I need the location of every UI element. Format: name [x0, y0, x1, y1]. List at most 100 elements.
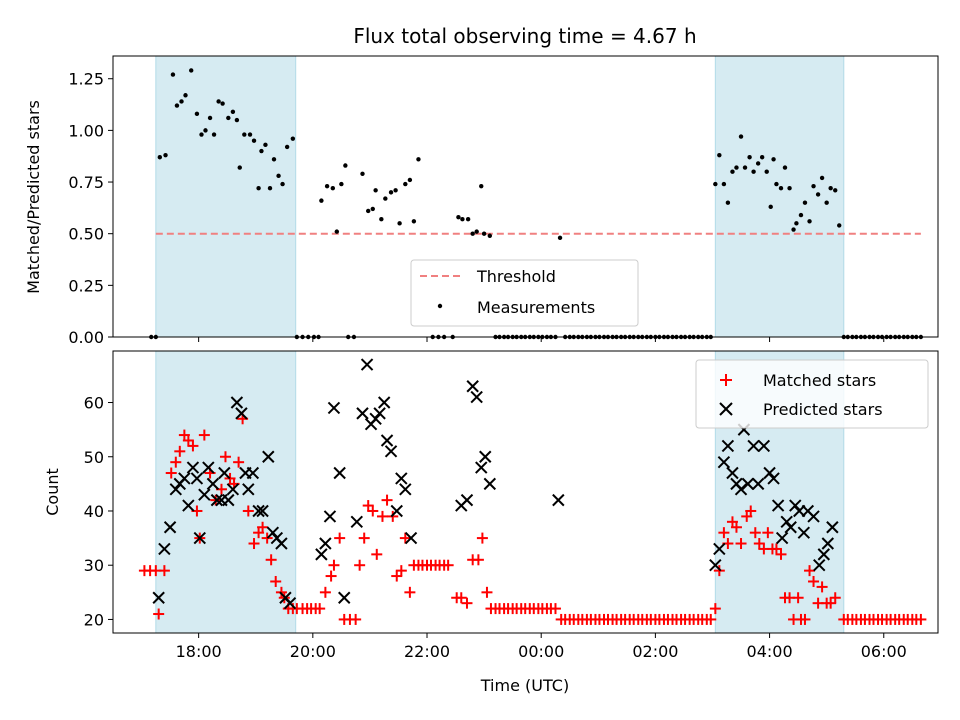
y-tick-label: 0.50 [68, 225, 104, 244]
top-legend-frame [410, 259, 639, 327]
predicted-star-point [262, 450, 275, 463]
measurement-point [824, 200, 829, 205]
measurement-point [330, 186, 336, 191]
y-tick-label: 30 [84, 556, 104, 575]
measurement-point [379, 217, 384, 222]
y-tick-label: 50 [84, 448, 104, 467]
predicted-star-point [186, 461, 200, 474]
measurement-point [738, 134, 744, 139]
predicted-legend-label: Predicted stars [763, 400, 883, 419]
bottom-plot-frame [112, 350, 939, 634]
matched-star-point [219, 451, 231, 463]
predicted-star-point [193, 531, 206, 545]
measurement-point [247, 132, 253, 137]
matched-star-point [170, 456, 182, 468]
x-axis-label: Time (UTC) [480, 676, 569, 695]
predicted-star-point [235, 407, 248, 420]
measurements-legend-label: Measurements [477, 298, 595, 317]
predicted-star-point [817, 548, 831, 561]
bottom-legend-frame [695, 359, 929, 429]
predicted-star-point [813, 559, 826, 572]
measurement-point [242, 132, 247, 137]
matched-star-point [367, 505, 379, 517]
measurement-point [721, 181, 727, 187]
top-panel: 0.00 0.25 0.50 0.75 1.00 1.25 Matched/Predict… [24, 55, 939, 347]
measurement-point [460, 217, 465, 222]
shaded-interval [155, 55, 297, 338]
matched-star-point [442, 559, 454, 571]
y-tick-label: 40 [84, 502, 104, 521]
predicted-star-point [734, 483, 748, 496]
matched-star-point [198, 429, 210, 441]
top-x-axis-ticks [198, 337, 885, 342]
predicted-star-point [826, 521, 839, 534]
matched-star-point [762, 527, 774, 539]
measurement-point [207, 115, 213, 121]
matched-star-point [455, 592, 467, 604]
matched-star-point [257, 521, 269, 533]
matched-star-point [270, 575, 282, 587]
predicted-star-point [246, 466, 260, 480]
predicted-star-point [315, 548, 328, 561]
matched-star-point [358, 532, 370, 544]
top-measurement-points [149, 68, 924, 340]
predicted-star-point [460, 493, 474, 507]
measurement-point [251, 138, 257, 143]
measurement-point [794, 221, 799, 226]
measurement-point [393, 188, 398, 193]
measurement-point [557, 235, 563, 241]
measurement-point [290, 136, 296, 141]
matched-star-point [165, 467, 177, 479]
predicted-star-point [169, 483, 183, 496]
y-tick-label: 1.00 [68, 121, 104, 140]
measurement-point [220, 101, 225, 106]
measurement-point [194, 111, 200, 117]
top-plot-frame [112, 55, 939, 338]
matched-star-point [174, 445, 186, 457]
measurement-point [811, 183, 816, 189]
measurement-point [276, 173, 281, 179]
predicted-star-point [178, 472, 191, 485]
matched-star-point [472, 554, 484, 566]
predicted-star-point [283, 596, 297, 610]
matched-star-point [804, 565, 816, 577]
matched-star-point [319, 586, 331, 598]
predicted-legend-marker [719, 402, 733, 416]
measurement-point [837, 223, 842, 228]
matched-star-point [387, 510, 399, 522]
matched-star-point [334, 532, 346, 544]
y-tick-label: 0.25 [68, 276, 104, 295]
measurement-point [802, 200, 808, 205]
predicted-star-point [552, 493, 565, 507]
matched-star-point [816, 581, 828, 593]
matched-star-point [233, 456, 245, 468]
predicted-star-point [751, 477, 765, 491]
predicted-star-point [784, 521, 797, 534]
chart-title: Flux total observing time = 4.67 h [353, 24, 696, 48]
predicted-star-point [230, 396, 244, 409]
predicted-star-point [384, 445, 398, 458]
predicted-star-point [757, 439, 771, 453]
measurement-point [768, 204, 773, 210]
matched-star-point [399, 532, 411, 544]
predicted-star-point [747, 439, 760, 453]
predicted-star-point [780, 515, 793, 529]
x-tick-label: 06:00 [861, 642, 907, 661]
predicted-star-point [256, 504, 269, 518]
predicted-star-point [479, 450, 492, 463]
predicted-star-point [807, 510, 820, 523]
matched-star-point [371, 548, 383, 560]
predicted-star-point [218, 466, 231, 480]
predicted-star-point [466, 380, 479, 393]
measurement-point [343, 163, 348, 168]
measurement-point [259, 148, 264, 154]
measurement-point [764, 169, 769, 174]
predicted-star-point [797, 526, 811, 539]
measurement-point [216, 99, 221, 104]
matched-star-point [792, 592, 804, 604]
bottom-panel: 20 30 40 50 60 18:00 20:00 22:00 00:00 02:00 04:0… [43, 350, 939, 695]
measurement-point [170, 72, 176, 77]
measurement-point [211, 132, 217, 137]
predicted-star-point [709, 559, 722, 572]
bottom-legend: Matched stars Predicted stars [695, 359, 929, 429]
